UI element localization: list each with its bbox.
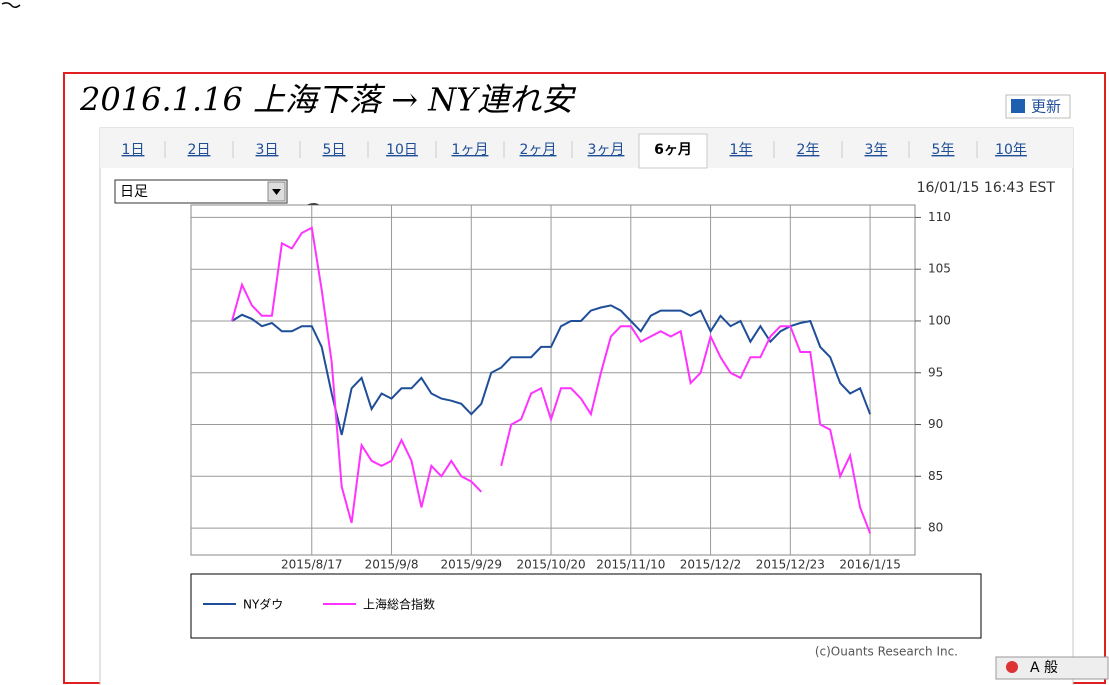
- tab[interactable]: 2ヶ月: [520, 142, 557, 158]
- refresh-label[interactable]: 更新: [1031, 98, 1061, 116]
- line-series: [231, 226, 872, 534]
- tab[interactable]: 10年: [995, 142, 1027, 158]
- tab[interactable]: 2年: [797, 142, 820, 158]
- x-tick-label: 2015/12/2: [680, 558, 742, 572]
- tab[interactable]: 3年: [865, 142, 888, 158]
- y-tick-label: 105: [928, 262, 951, 276]
- tab[interactable]: 1年: [730, 142, 753, 158]
- copyright: (c)Ouants Research Inc.: [815, 645, 958, 659]
- scribble: [1, 2, 21, 9]
- tab[interactable]: 3日: [256, 142, 279, 158]
- tabs: 1日 2日 3日 5日 10日 1ヶ月 2ヶ月 3ヶ月 6ヶ月 1年 2年 3年 5年 10年: [122, 133, 1027, 169]
- tab-bar: [100, 128, 1073, 168]
- legend-label: 上海総合指数: [363, 597, 435, 612]
- timestamp: 16/01/15 16:43 EST: [917, 180, 1056, 196]
- x-tick-label: 2015/9/8: [365, 558, 419, 572]
- x-tick-label: 2016/1/15: [839, 558, 901, 572]
- refresh-icon: [1011, 99, 1025, 113]
- y-tick-label: 110: [928, 210, 951, 224]
- plot-area: [190, 204, 916, 556]
- legend-box: [190, 573, 982, 639]
- y-tick-label: 80: [928, 521, 943, 535]
- ime-bar: [995, 656, 1109, 680]
- x-tick-label: 2015/11/10: [596, 558, 665, 572]
- y-tick-label: 85: [928, 469, 943, 483]
- y-tick-label: 95: [928, 365, 943, 379]
- period-select[interactable]: [114, 179, 288, 204]
- tab[interactable]: 5年: [932, 142, 955, 158]
- tab[interactable]: 1ヶ月: [452, 142, 489, 158]
- line-series: [231, 304, 872, 436]
- tab[interactable]: 10日: [386, 142, 418, 158]
- tab[interactable]: 5日: [323, 142, 346, 158]
- legend-label: NYダウ: [243, 597, 283, 612]
- y-tick-label: 90: [928, 417, 943, 431]
- x-tick-label: 2015/8/17: [281, 558, 343, 572]
- period-select-label[interactable]: 日足: [120, 184, 148, 200]
- tab[interactable]: 2日: [188, 142, 211, 158]
- tab[interactable]: 1日: [122, 142, 145, 158]
- handwritten-title: 2016.1.16 上海下落 → NY連れ安: [79, 81, 576, 119]
- x-tick-label: 2015/9/29: [441, 558, 503, 572]
- ime-icon: [1006, 661, 1018, 673]
- y-tick-label: 100: [928, 313, 951, 327]
- tab-selected: [638, 133, 708, 169]
- tab[interactable]: 6ヶ月: [654, 142, 692, 158]
- ime-label: A 般: [1030, 660, 1058, 676]
- x-tick-label: 2015/10/20: [516, 558, 585, 572]
- x-tick-label: 2015/12/23: [756, 558, 825, 572]
- tab[interactable]: 3ヶ月: [588, 142, 625, 158]
- select-arrow: [272, 189, 281, 195]
